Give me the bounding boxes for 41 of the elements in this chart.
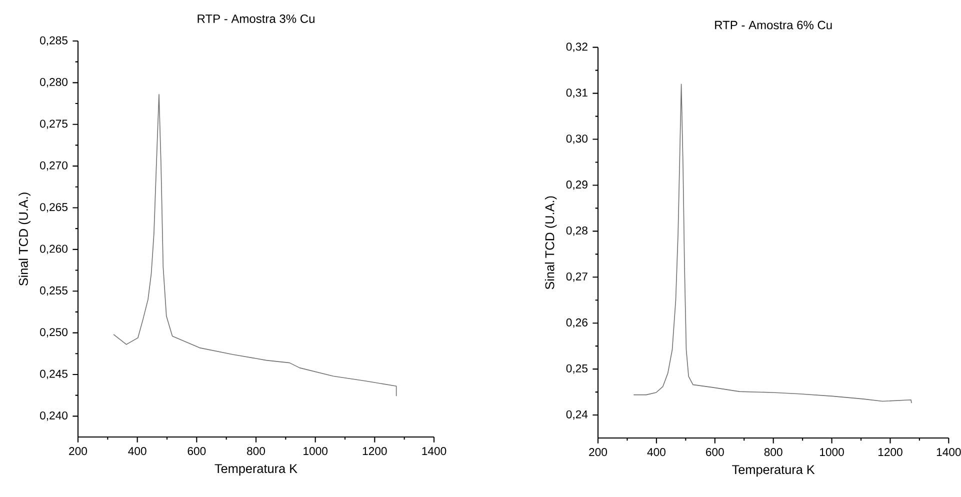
x-tick-label: 1200 bbox=[878, 448, 902, 456]
y-tick-label: 0,25 bbox=[566, 364, 588, 374]
x-tick-label: 200 bbox=[69, 447, 88, 456]
y-tick-label: 0,240 bbox=[40, 411, 68, 421]
y-tick-label: 0,24 bbox=[566, 410, 588, 420]
y-tick-label: 0,250 bbox=[40, 328, 68, 338]
x-axis-title: Temperatura K bbox=[732, 465, 815, 477]
line-series bbox=[633, 84, 912, 404]
x-tick-label: 1000 bbox=[820, 448, 844, 456]
y-tick-label: 0,31 bbox=[566, 88, 588, 98]
y-tick-label: 0,265 bbox=[40, 203, 68, 212]
x-tick-label: 1200 bbox=[362, 447, 387, 456]
y-axis-title: Sinal TCD (U.A.) bbox=[544, 196, 557, 290]
x-tick-label: 800 bbox=[764, 448, 782, 456]
y-axis-title: Sinal TCD (U.A.) bbox=[18, 192, 30, 286]
x-tick-label: 1400 bbox=[422, 447, 446, 456]
y-tick-label: 0,32 bbox=[566, 42, 588, 52]
x-tick-label: 1400 bbox=[936, 448, 961, 456]
x-tick-label: 400 bbox=[647, 448, 666, 456]
x-tick-label: 600 bbox=[706, 448, 724, 456]
x-axis-title: Temperatura K bbox=[214, 464, 298, 476]
y-tick-label: 0,28 bbox=[566, 226, 588, 236]
y-tick-label: 0,285 bbox=[40, 36, 68, 46]
y-tick-label: 0,260 bbox=[40, 244, 68, 254]
chart-title: RTP - Amostra 6% Cu bbox=[715, 20, 832, 30]
x-tick-label: 600 bbox=[188, 447, 206, 456]
x-tick-label: 400 bbox=[128, 447, 146, 456]
chart-title: RTP - Amostra 3% Cu bbox=[198, 14, 314, 23]
line-series bbox=[113, 94, 397, 397]
y-tick-label: 0,275 bbox=[40, 120, 68, 130]
y-tick-label: 0,27 bbox=[566, 272, 588, 282]
x-tick-label: 800 bbox=[247, 447, 266, 456]
x-tick-label: 200 bbox=[589, 448, 608, 456]
y-tick-label: 0,29 bbox=[566, 180, 588, 190]
y-tick-label: 0,30 bbox=[566, 134, 588, 144]
y-tick-label: 0,280 bbox=[40, 78, 68, 88]
y-tick-label: 0,245 bbox=[40, 370, 68, 380]
y-tick-label: 0,255 bbox=[40, 286, 68, 296]
y-tick-label: 0,270 bbox=[40, 161, 68, 171]
x-tick-label: 1000 bbox=[304, 447, 328, 456]
y-tick-label: 0,26 bbox=[566, 318, 588, 328]
